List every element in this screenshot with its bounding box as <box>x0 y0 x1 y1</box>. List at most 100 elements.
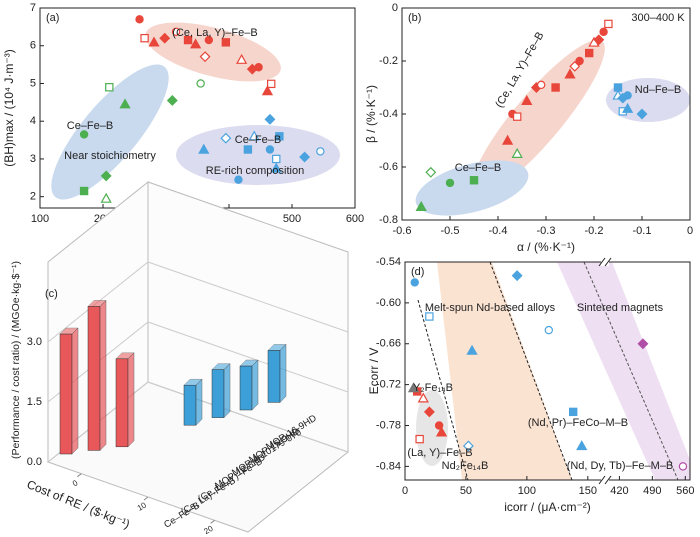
region <box>489 261 573 481</box>
bar-side <box>223 362 231 419</box>
bar <box>183 378 203 426</box>
y-tick-label: -0.84 <box>376 460 401 472</box>
y-tick-label: 4 <box>30 115 36 127</box>
point <box>425 166 437 178</box>
bar-front <box>87 306 101 451</box>
bar-side <box>279 343 287 404</box>
annotation: (Nd, Pr)–FeCo–M–B <box>528 417 628 429</box>
y-tick-label: 3 <box>30 153 36 165</box>
bar <box>267 343 287 404</box>
point <box>265 145 275 154</box>
x-axis-label: α / (%·K⁻¹) <box>517 240 575 254</box>
axis-break <box>598 475 606 485</box>
annotation: 300–400 K <box>631 12 685 24</box>
series-label: Nd–Fe–B <box>635 84 681 96</box>
y-axis-label: (BH)max / (10⁴ J·m⁻³) <box>2 49 16 167</box>
bar <box>115 352 135 448</box>
x-axis-label: icorr / (μA·cm⁻²) <box>504 500 591 514</box>
point <box>272 154 281 164</box>
y-tick-label: -0.4 <box>379 108 398 120</box>
panel: -0.6 -0.5 -0.4 -0.3 -0.2 -0.1 0-0.8-0.6-0.4-0.… <box>364 2 693 254</box>
y-tick-label: 0.0 <box>27 456 42 468</box>
y-tick-label: -0.54 <box>376 256 401 268</box>
x-tick-label: 100 <box>518 485 536 497</box>
bar-side <box>127 352 135 448</box>
region <box>145 22 281 82</box>
y-axis-label: β / (%·K⁻¹) <box>364 85 378 143</box>
x-tick-label: 100 <box>31 213 49 225</box>
point <box>537 80 546 90</box>
point <box>198 143 210 154</box>
bar-top <box>87 300 107 307</box>
annotation: Nd₂Fe₁₄B <box>442 460 489 472</box>
axis-break <box>598 257 606 267</box>
point <box>521 94 533 105</box>
y-tick-label: 6 <box>30 40 36 52</box>
y-tick-label: 7 <box>30 2 36 14</box>
point <box>511 270 523 282</box>
point <box>410 278 419 287</box>
bar-front <box>267 350 281 403</box>
axis-break <box>604 257 612 267</box>
point <box>621 102 634 113</box>
point <box>199 51 211 63</box>
panel: 0 50 100 150 420 490 560 -0.54 -0.60 -0.66 -0.72 -0… <box>367 256 694 514</box>
point <box>248 130 260 141</box>
y-tick-label: 1.5 <box>27 396 42 408</box>
annotation: RE-rich composition <box>206 165 304 177</box>
panel-label: (a) <box>46 12 59 24</box>
point <box>599 27 608 37</box>
point <box>316 147 325 156</box>
grid-line <box>47 381 349 463</box>
point <box>135 15 144 24</box>
y-tick-label: -0.66 <box>376 338 401 350</box>
bar-front <box>211 369 225 418</box>
point <box>623 91 632 100</box>
panel-label: (c) <box>45 288 58 300</box>
y-tick-label: -0.72 <box>376 379 401 391</box>
series-label: Y₂Fe₁₄B <box>413 382 453 394</box>
point <box>576 440 588 451</box>
bar-side <box>99 299 107 452</box>
point <box>270 162 282 173</box>
x-tick-label: 490 <box>643 485 661 497</box>
point <box>171 27 181 36</box>
panel-label: (d) <box>411 266 424 278</box>
y-tick-label: 3.0 <box>27 336 42 348</box>
panel-label: (b) <box>408 12 421 24</box>
point <box>435 426 448 437</box>
point <box>275 132 284 141</box>
x-tick-label: 560 <box>676 485 694 497</box>
series-label: Sintered magnets <box>577 302 664 314</box>
bar-front <box>239 365 253 411</box>
y-tick-label: -0.6 <box>379 161 398 173</box>
region <box>471 39 605 197</box>
point <box>415 434 424 444</box>
point <box>466 344 478 355</box>
point <box>119 98 131 109</box>
bar-top <box>115 352 135 360</box>
bar-front <box>59 333 73 455</box>
point <box>235 53 248 64</box>
grid-line <box>47 261 349 343</box>
point <box>196 79 205 88</box>
point <box>575 56 584 66</box>
y-tick-label: 0 <box>392 2 398 14</box>
point <box>254 63 263 72</box>
x-tick-label: 10 <box>136 500 149 513</box>
point <box>445 178 455 188</box>
bar-top <box>267 344 287 351</box>
point <box>243 145 253 154</box>
y-tick-label: -0.60 <box>376 297 401 309</box>
bar-side <box>71 327 79 455</box>
point <box>593 34 605 46</box>
series-label: Ce–Fe–B <box>235 134 281 146</box>
x-tick-label: 150 <box>579 485 597 497</box>
point <box>434 421 444 430</box>
series-label: (La, Y)–Fe–B <box>407 447 472 459</box>
x-tick-label: 0 <box>71 478 80 488</box>
x-tick-label: 0 <box>687 225 693 237</box>
x-tick <box>143 496 149 501</box>
